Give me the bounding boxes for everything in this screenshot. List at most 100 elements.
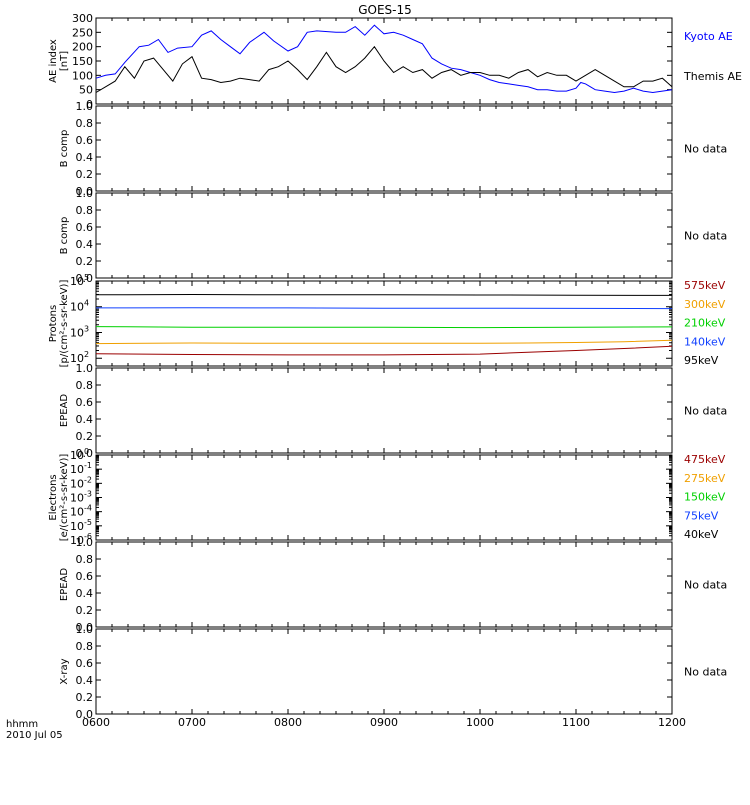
- flux-series-line: [95, 326, 673, 329]
- y-axis-unit-label: [nT]: [59, 51, 70, 71]
- legend-label: 210keV: [684, 317, 726, 330]
- ae-series-line: [95, 45, 673, 93]
- y-tick-label: 0.6: [76, 221, 94, 234]
- y-tick-label: 1.0: [76, 536, 94, 549]
- y-tick-label: 10: [70, 492, 84, 505]
- y-axis-unit-label: [p/(cm²-s-sr-keV)]: [59, 280, 70, 368]
- y-tick-exponent: -1: [84, 461, 92, 470]
- y-tick-exponent: -6: [84, 532, 92, 541]
- y-axis-label: Protons: [48, 305, 59, 342]
- legend-label: 300keV: [684, 298, 726, 311]
- y-tick-label: 0.2: [76, 691, 94, 704]
- x-tick-label: 0700: [178, 716, 206, 729]
- y-axis-label: AE index: [48, 39, 59, 83]
- y-tick-label: 0.2: [76, 430, 94, 443]
- panel-1-frame: [95, 105, 673, 192]
- x-tick-label: 0600: [82, 716, 110, 729]
- y-tick-label: 150: [72, 55, 93, 68]
- y-tick-label: 10: [70, 301, 84, 314]
- y-tick-label: 0.0: [76, 185, 94, 198]
- y-tick-exponent: 3: [84, 324, 89, 333]
- x-tick-label: 1000: [466, 716, 494, 729]
- panel-6-frame: [95, 541, 673, 628]
- y-tick-exponent: 5: [84, 273, 89, 282]
- time-format-label: hhmm: [6, 719, 38, 730]
- flux-series-line: [95, 339, 673, 345]
- y-tick-label: 0.0: [76, 621, 94, 634]
- y-tick-label: 10: [70, 449, 84, 462]
- y-tick-label: 200: [72, 41, 93, 54]
- ae-series-line: [95, 24, 673, 94]
- y-tick-label: 0.0: [76, 272, 94, 285]
- y-tick-label: 0.6: [76, 657, 94, 670]
- y-tick-exponent: -3: [84, 490, 92, 499]
- panel-2-frame: [95, 192, 673, 279]
- y-axis-label: Electrons: [48, 474, 59, 520]
- y-tick-label: 0: [86, 98, 93, 111]
- legend-label: 275keV: [684, 472, 726, 485]
- y-tick-label: 50: [79, 84, 93, 97]
- y-tick-label: 0.2: [76, 604, 94, 617]
- y-tick-label: 1.0: [76, 187, 94, 200]
- y-tick-label: 0.8: [76, 640, 94, 653]
- y-tick-label: 0.0: [76, 708, 94, 721]
- y-axis-unit-label: [e/(cm²-s-sr-keV)]: [59, 454, 70, 542]
- y-tick-exponent: -4: [84, 504, 92, 513]
- y-tick-exponent: -5: [84, 518, 92, 527]
- flux-series-line: [95, 345, 673, 356]
- y-tick-label: 0.8: [76, 117, 94, 130]
- y-tick-label: 10: [70, 506, 84, 519]
- legend-label: 75keV: [684, 509, 719, 522]
- legend-label: 475keV: [684, 453, 726, 466]
- legend-label: 140keV: [684, 335, 726, 348]
- y-axis-label: X-ray: [59, 658, 70, 684]
- x-tick-label: 0800: [274, 716, 302, 729]
- y-tick-label: 0.4: [76, 587, 94, 600]
- y-tick-label: 0.4: [76, 674, 94, 687]
- y-tick-label: 0.4: [76, 238, 94, 251]
- panel-4-frame: [95, 367, 673, 454]
- legend-label: 150keV: [684, 491, 726, 504]
- y-axis-label: EPEAD: [59, 394, 70, 428]
- y-tick-label: 0.2: [76, 168, 94, 181]
- y-axis-label: EPEAD: [59, 568, 70, 602]
- y-tick-label: 0.6: [76, 134, 94, 147]
- y-tick-label: 0.0: [76, 447, 94, 460]
- no-data-label: No data: [684, 579, 727, 592]
- y-tick-label: 300: [72, 12, 93, 25]
- y-tick-label: 100: [72, 69, 93, 82]
- y-tick-label: 1.0: [76, 362, 94, 375]
- y-tick-exponent: 0: [84, 447, 89, 456]
- y-axis-label: B comp: [59, 217, 70, 255]
- y-tick-label: 10: [70, 534, 84, 547]
- y-tick-exponent: 2: [84, 350, 89, 359]
- y-tick-exponent: 4: [84, 299, 89, 308]
- y-tick-label: 0.8: [76, 553, 94, 566]
- y-tick-label: 10: [70, 352, 84, 365]
- x-tick-label: 1100: [562, 716, 590, 729]
- y-tick-label: 250: [72, 26, 93, 39]
- panel-7-frame: [95, 628, 673, 715]
- x-tick-label: 1200: [658, 716, 686, 729]
- y-tick-label: 10: [70, 326, 84, 339]
- y-tick-label: 0.4: [76, 413, 94, 426]
- y-tick-label: 0.6: [76, 396, 94, 409]
- no-data-label: No data: [684, 405, 727, 418]
- y-tick-label: 10: [70, 463, 84, 476]
- y-tick-label: 0.8: [76, 204, 94, 217]
- legend-label: 95keV: [684, 354, 719, 367]
- y-tick-label: 0.4: [76, 151, 94, 164]
- y-tick-label: 0.2: [76, 255, 94, 268]
- legend-label: Themis AE: [683, 70, 742, 83]
- y-tick-exponent: -2: [84, 475, 92, 484]
- legend-label: 575keV: [684, 279, 726, 292]
- flux-series-line: [95, 307, 673, 310]
- legend-label: 40keV: [684, 528, 719, 541]
- y-tick-label: 10: [70, 275, 84, 288]
- panel-3-frame: [95, 280, 673, 367]
- no-data-label: No data: [684, 143, 727, 156]
- no-data-label: No data: [684, 230, 727, 243]
